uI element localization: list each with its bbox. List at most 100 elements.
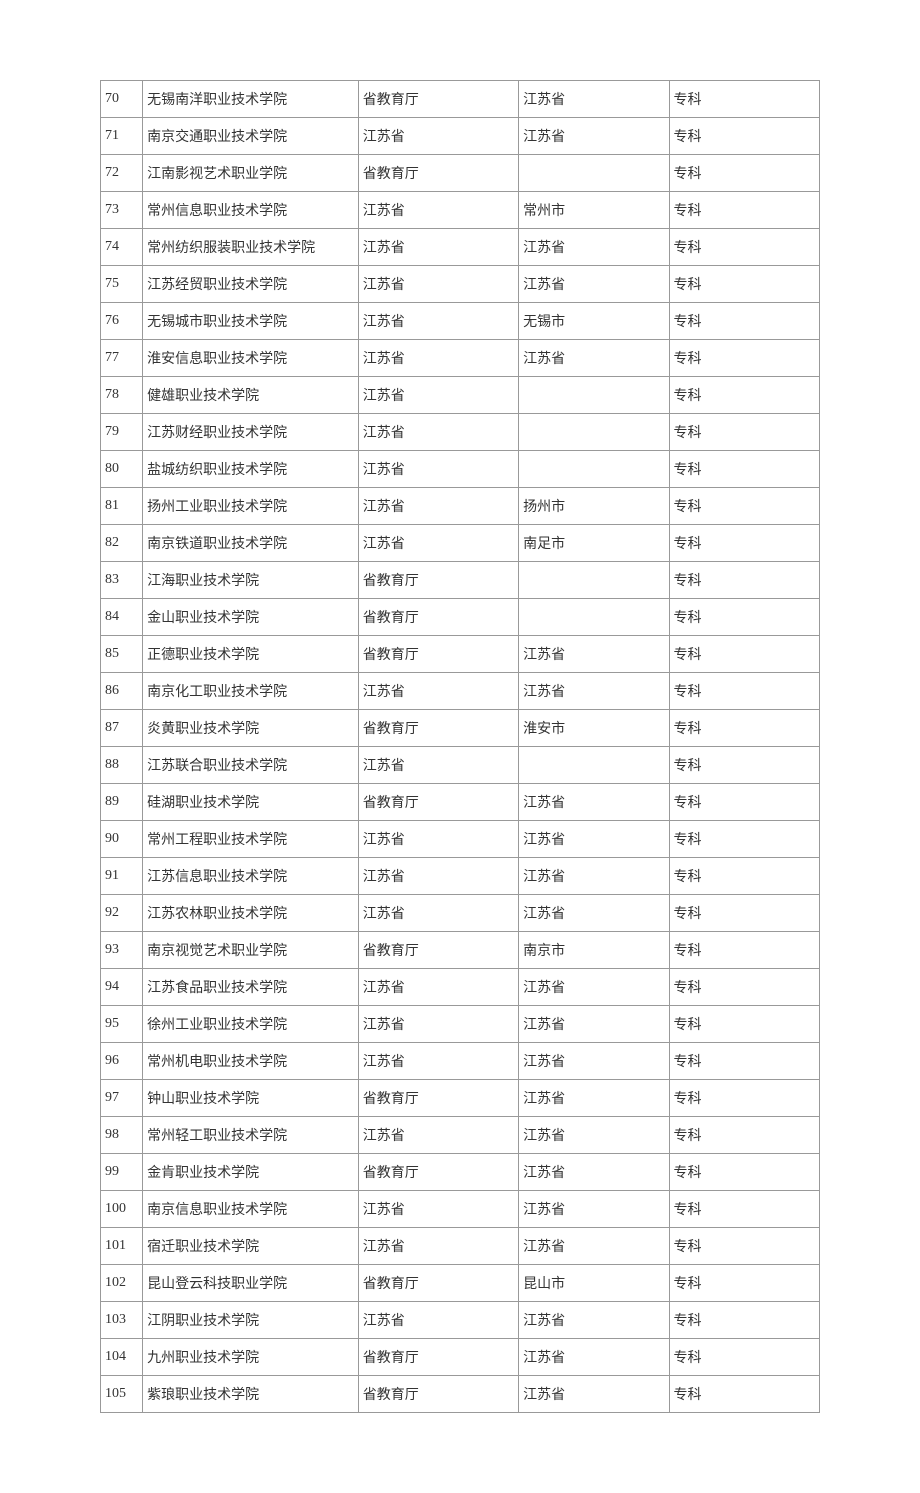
table-cell — [519, 377, 669, 414]
table-cell: 江苏省 — [358, 1191, 518, 1228]
table-cell: 专科 — [669, 118, 819, 155]
table-cell: 江苏省 — [358, 340, 518, 377]
table-cell: 101 — [101, 1228, 143, 1265]
table-row: 98常州轻工职业技术学院江苏省江苏省专科 — [101, 1117, 820, 1154]
table-cell: 盐城纺织职业技术学院 — [143, 451, 359, 488]
table-cell: 专科 — [669, 414, 819, 451]
table-row: 80盐城纺织职业技术学院江苏省专科 — [101, 451, 820, 488]
table-cell: 江苏省 — [519, 1080, 669, 1117]
table-cell: 江苏联合职业技术学院 — [143, 747, 359, 784]
table-cell: 72 — [101, 155, 143, 192]
table-cell: 90 — [101, 821, 143, 858]
table-cell: 省教育厅 — [358, 81, 518, 118]
table-cell: 93 — [101, 932, 143, 969]
table-cell: 96 — [101, 1043, 143, 1080]
table-cell: 江苏省 — [358, 414, 518, 451]
table-cell: 江苏省 — [519, 1302, 669, 1339]
table-cell: 江苏省 — [519, 1339, 669, 1376]
table-row: 91江苏信息职业技术学院江苏省江苏省专科 — [101, 858, 820, 895]
table-cell: 江苏省 — [358, 1228, 518, 1265]
table-row: 85正德职业技术学院省教育厅江苏省专科 — [101, 636, 820, 673]
table-cell: 江苏省 — [358, 673, 518, 710]
table-row: 90常州工程职业技术学院江苏省江苏省专科 — [101, 821, 820, 858]
table-cell: 江苏省 — [519, 118, 669, 155]
table-cell: 江苏省 — [519, 1117, 669, 1154]
table-cell: 专科 — [669, 599, 819, 636]
table-row: 94江苏食品职业技术学院江苏省江苏省专科 — [101, 969, 820, 1006]
table-cell: 省教育厅 — [358, 155, 518, 192]
table-cell: 77 — [101, 340, 143, 377]
table-cell: 扬州市 — [519, 488, 669, 525]
table-cell: 102 — [101, 1265, 143, 1302]
table-cell: 74 — [101, 229, 143, 266]
table-cell: 健雄职业技术学院 — [143, 377, 359, 414]
table-cell: 71 — [101, 118, 143, 155]
table-cell: 专科 — [669, 1265, 819, 1302]
table-cell: 金肯职业技术学院 — [143, 1154, 359, 1191]
table-cell: 专科 — [669, 1228, 819, 1265]
table-cell: 江苏省 — [358, 895, 518, 932]
table-cell: 江苏省 — [519, 969, 669, 1006]
table-cell: 专科 — [669, 858, 819, 895]
table-cell: 专科 — [669, 1191, 819, 1228]
table-cell: 江苏省 — [358, 1302, 518, 1339]
table-cell: 江苏省 — [519, 81, 669, 118]
table-cell: 专科 — [669, 1154, 819, 1191]
table-cell: 江苏省 — [358, 192, 518, 229]
schools-table: 70无锡南洋职业技术学院省教育厅江苏省专科71南京交通职业技术学院江苏省江苏省专… — [100, 80, 820, 1413]
table-cell — [519, 155, 669, 192]
table-cell: 省教育厅 — [358, 1376, 518, 1413]
table-cell: 徐州工业职业技术学院 — [143, 1006, 359, 1043]
table-cell: 江苏省 — [358, 747, 518, 784]
table-cell: 江苏食品职业技术学院 — [143, 969, 359, 1006]
table-cell: 宿迁职业技术学院 — [143, 1228, 359, 1265]
table-cell: 江苏省 — [358, 377, 518, 414]
table-cell: 南京市 — [519, 932, 669, 969]
table-cell: 常州纺织服装职业技术学院 — [143, 229, 359, 266]
table-row: 97钟山职业技术学院省教育厅江苏省专科 — [101, 1080, 820, 1117]
table-cell: 江苏经贸职业技术学院 — [143, 266, 359, 303]
table-cell: 专科 — [669, 81, 819, 118]
table-row: 87炎黄职业技术学院省教育厅淮安市专科 — [101, 710, 820, 747]
table-row: 104九州职业技术学院省教育厅江苏省专科 — [101, 1339, 820, 1376]
table-cell: 专科 — [669, 525, 819, 562]
table-cell: 江海职业技术学院 — [143, 562, 359, 599]
table-cell: 江苏省 — [519, 340, 669, 377]
table-cell — [519, 562, 669, 599]
table-cell: 专科 — [669, 932, 819, 969]
table-row: 79江苏财经职业技术学院江苏省专科 — [101, 414, 820, 451]
table-cell: 省教育厅 — [358, 1265, 518, 1302]
table-cell: 无锡市 — [519, 303, 669, 340]
table-cell: 江苏省 — [358, 229, 518, 266]
table-cell: 76 — [101, 303, 143, 340]
table-row: 82南京铁道职业技术学院江苏省南足市专科 — [101, 525, 820, 562]
table-cell: 专科 — [669, 969, 819, 1006]
table-cell: 正德职业技术学院 — [143, 636, 359, 673]
table-cell: 专科 — [669, 266, 819, 303]
table-cell: 省教育厅 — [358, 784, 518, 821]
table-cell: 78 — [101, 377, 143, 414]
table-row: 74常州纺织服装职业技术学院江苏省江苏省专科 — [101, 229, 820, 266]
table-cell: 92 — [101, 895, 143, 932]
table-cell: 江苏省 — [519, 266, 669, 303]
table-row: 71南京交通职业技术学院江苏省江苏省专科 — [101, 118, 820, 155]
table-row: 72江南影视艺术职业学院省教育厅专科 — [101, 155, 820, 192]
table-cell: 专科 — [669, 784, 819, 821]
table-row: 102昆山登云科技职业学院省教育厅昆山市专科 — [101, 1265, 820, 1302]
table-cell: 金山职业技术学院 — [143, 599, 359, 636]
table-cell: 江南影视艺术职业学院 — [143, 155, 359, 192]
table-cell: 江苏省 — [519, 1043, 669, 1080]
table-cell — [519, 599, 669, 636]
table-row: 76无锡城市职业技术学院江苏省无锡市专科 — [101, 303, 820, 340]
table-cell: 江苏省 — [358, 303, 518, 340]
table-cell: 江苏省 — [519, 895, 669, 932]
table-cell: 常州机电职业技术学院 — [143, 1043, 359, 1080]
table-cell: 70 — [101, 81, 143, 118]
table-cell: 常州信息职业技术学院 — [143, 192, 359, 229]
table-cell: 硅湖职业技术学院 — [143, 784, 359, 821]
table-cell: 80 — [101, 451, 143, 488]
table-cell: 105 — [101, 1376, 143, 1413]
table-cell — [519, 451, 669, 488]
table-cell: 淮安市 — [519, 710, 669, 747]
table-cell: 江阴职业技术学院 — [143, 1302, 359, 1339]
